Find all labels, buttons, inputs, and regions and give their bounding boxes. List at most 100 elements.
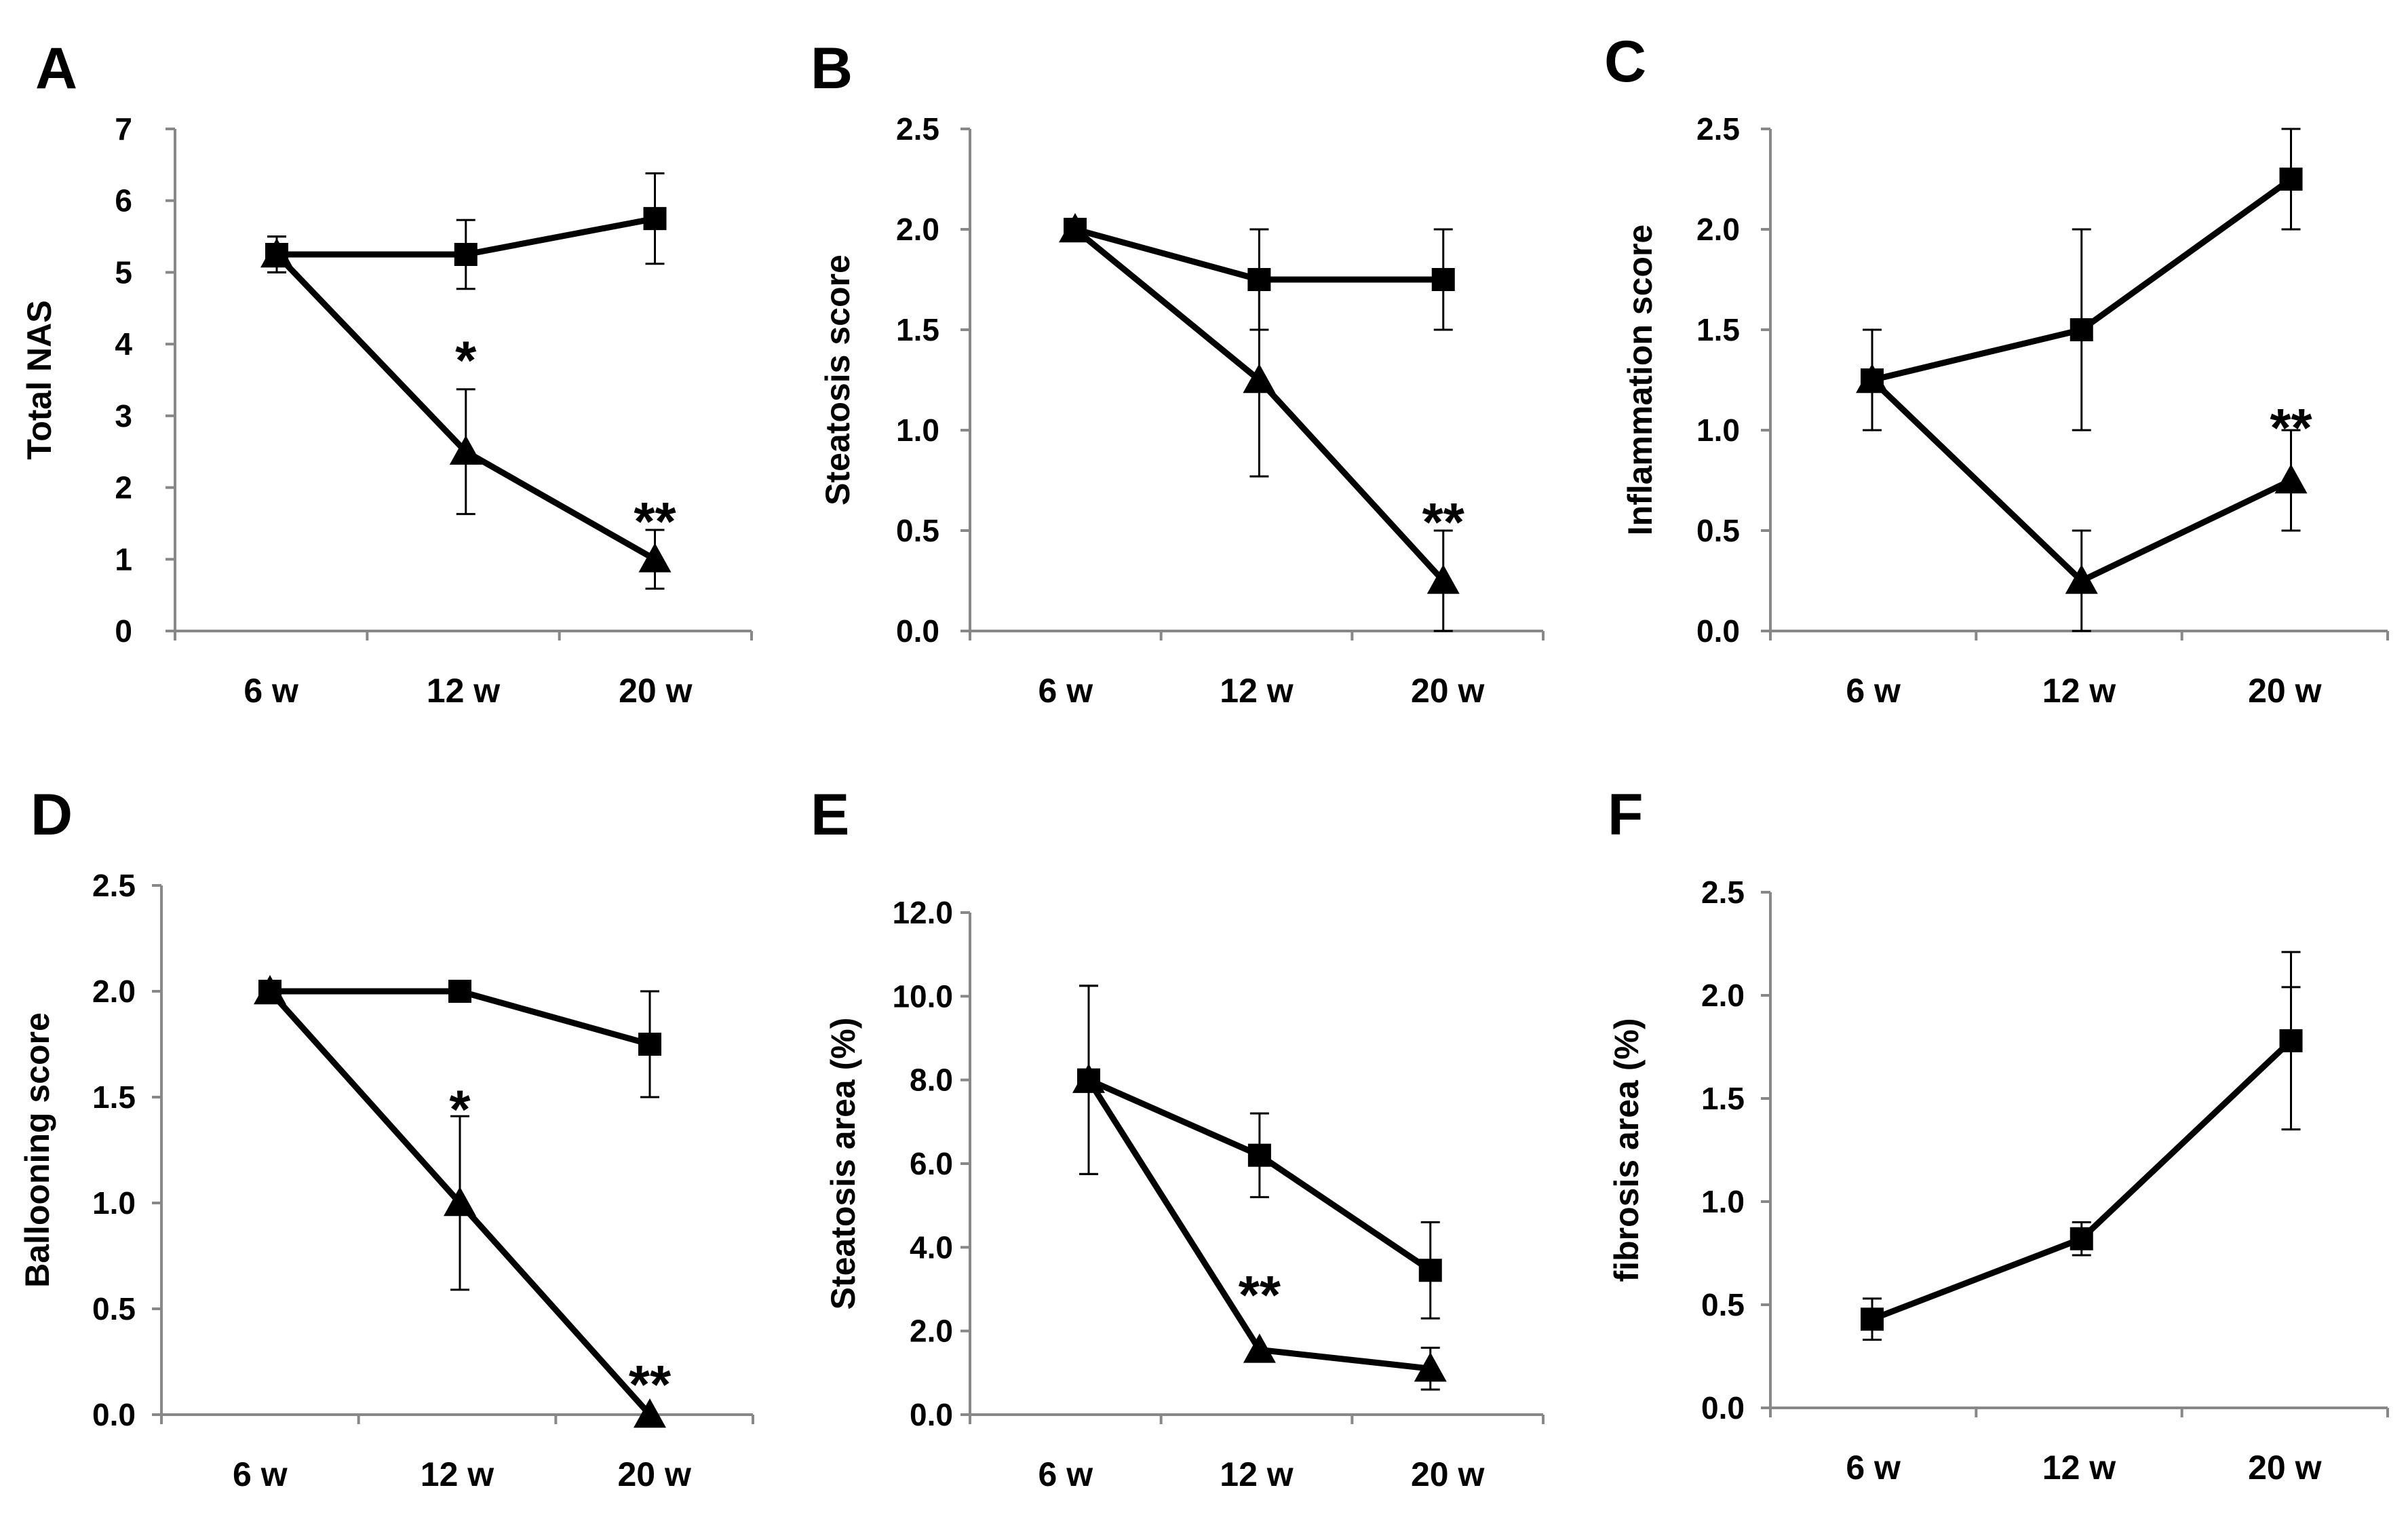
y-tick-label-B: 2.0 — [896, 212, 939, 247]
marker-triangle — [1072, 1063, 1105, 1093]
marker-triangle — [1856, 364, 1888, 394]
marker-square — [2070, 1227, 2093, 1250]
y-tick-label-E: 2.0 — [910, 1314, 953, 1349]
panel-letter-A: A — [35, 36, 77, 101]
x-tick-label-F: 20 w — [2248, 1449, 2322, 1487]
significance-mark: ** — [634, 491, 676, 552]
x-tick-label-C: 6 w — [1846, 672, 1901, 710]
panel-letter-B: B — [811, 36, 853, 101]
significance-mark: * — [455, 330, 477, 390]
y-tick-label-C: 1.0 — [1696, 413, 1740, 448]
x-tick-label-F: 12 w — [2042, 1449, 2116, 1487]
x-tick-label-F: 6 w — [1846, 1449, 1901, 1487]
panel-letter-D: D — [31, 782, 73, 847]
y-tick-label-B: 1.0 — [896, 413, 939, 448]
marker-triangle — [254, 975, 286, 1005]
marker-triangle — [638, 543, 672, 573]
y-axis-label-E: Steatosis area (%) — [824, 1018, 862, 1310]
y-tick-label-A: 0 — [115, 613, 132, 649]
marker-triangle — [1243, 364, 1276, 394]
y-tick-label-F: 1.0 — [1701, 1184, 1745, 1219]
marker-triangle — [1414, 1352, 1447, 1382]
marker-square — [638, 1033, 661, 1056]
y-axis-label-C: Inflammation score — [1621, 225, 1659, 535]
y-tick-label-F: 1.5 — [1701, 1081, 1745, 1116]
marker-square — [1418, 1259, 1442, 1282]
marker-triangle — [1426, 565, 1460, 594]
x-tick-label-A: 20 w — [619, 672, 693, 710]
y-tick-label-C: 0.5 — [1696, 513, 1740, 548]
x-tick-label-C: 12 w — [2042, 672, 2116, 710]
x-tick-label-D: 6 w — [233, 1455, 288, 1493]
series-line-square — [1871, 1038, 2293, 1322]
significance-mark: ** — [2270, 398, 2312, 458]
y-tick-label-F: 2.5 — [1701, 875, 1745, 910]
x-tick-label-B: 6 w — [1038, 672, 1093, 710]
y-tick-label-D: 0.5 — [92, 1291, 136, 1326]
y-axis-label-F: fibrosis area (%) — [1608, 1018, 1646, 1282]
x-tick-label-E: 12 w — [1220, 1455, 1294, 1493]
x-tick-label-A: 6 w — [244, 672, 298, 710]
marker-triangle — [444, 1187, 476, 1217]
y-tick-label-E: 10.0 — [892, 978, 953, 1014]
y-tick-label-D: 1.0 — [92, 1185, 136, 1221]
y-tick-label-F: 0.5 — [1701, 1287, 1745, 1322]
panel-letter-F: F — [1608, 782, 1644, 847]
y-tick-label-A: 3 — [115, 398, 132, 434]
y-tick-label-C: 2.0 — [1696, 212, 1740, 247]
y-tick-label-D: 2.5 — [92, 868, 136, 903]
marker-square — [448, 980, 471, 1003]
y-tick-label-E: 8.0 — [910, 1063, 953, 1098]
marker-square — [2279, 168, 2303, 191]
y-tick-label-A: 6 — [115, 183, 132, 218]
y-tick-label-B: 1.5 — [896, 312, 939, 347]
y-tick-label-E: 6.0 — [910, 1146, 953, 1181]
y-tick-label-C: 2.5 — [1696, 111, 1740, 147]
marker-triangle — [2274, 464, 2308, 494]
marker-square — [1861, 1307, 1884, 1331]
significance-mark: ** — [629, 1354, 672, 1415]
y-tick-label-B: 2.5 — [896, 111, 939, 147]
y-tick-label-D: 1.5 — [92, 1079, 136, 1115]
x-tick-label-B: 12 w — [1220, 672, 1294, 710]
panel-letter-C: C — [1604, 29, 1646, 94]
marker-square — [1431, 268, 1455, 291]
y-tick-label-E: 0.0 — [910, 1397, 953, 1432]
y-tick-label-A: 5 — [115, 254, 132, 290]
y-tick-label-C: 0.0 — [1696, 613, 1740, 649]
y-tick-label-A: 1 — [115, 541, 132, 577]
y-axis-label-D: Ballooning score — [18, 1012, 56, 1288]
marker-square — [2279, 1029, 2303, 1052]
y-tick-label-D: 0.0 — [92, 1397, 136, 1432]
y-tick-label-A: 7 — [115, 111, 132, 147]
x-tick-label-C: 20 w — [2248, 672, 2322, 710]
x-tick-label-E: 6 w — [1038, 1455, 1093, 1493]
y-tick-label-A: 2 — [115, 470, 132, 505]
x-tick-label-A: 12 w — [427, 672, 501, 710]
panel-letter-E: E — [811, 782, 849, 847]
marker-triangle — [1243, 1333, 1276, 1363]
y-tick-label-A: 4 — [115, 326, 132, 362]
significance-mark: ** — [1239, 1265, 1281, 1325]
marker-triangle — [1059, 213, 1091, 243]
y-tick-label-E: 4.0 — [910, 1229, 953, 1265]
y-tick-label-C: 1.5 — [1696, 312, 1740, 347]
y-tick-label-D: 2.0 — [92, 974, 136, 1009]
y-tick-label-F: 2.0 — [1701, 978, 1745, 1013]
y-axis-label-B: Steatosis score — [819, 254, 857, 505]
marker-triangle — [260, 238, 293, 268]
y-tick-label-E: 12.0 — [892, 895, 953, 930]
marker-square — [1247, 1143, 1271, 1167]
marker-triangle — [449, 435, 482, 465]
y-tick-label-B: 0.5 — [896, 513, 939, 548]
y-tick-label-B: 0.0 — [896, 613, 939, 649]
marker-triangle — [634, 1398, 666, 1428]
significance-mark: * — [449, 1079, 471, 1140]
y-tick-label-F: 0.0 — [1701, 1390, 1745, 1426]
marker-square — [643, 207, 667, 231]
significance-mark: ** — [1422, 492, 1465, 552]
marker-triangle — [2065, 565, 2098, 594]
x-tick-label-D: 12 w — [421, 1455, 494, 1493]
